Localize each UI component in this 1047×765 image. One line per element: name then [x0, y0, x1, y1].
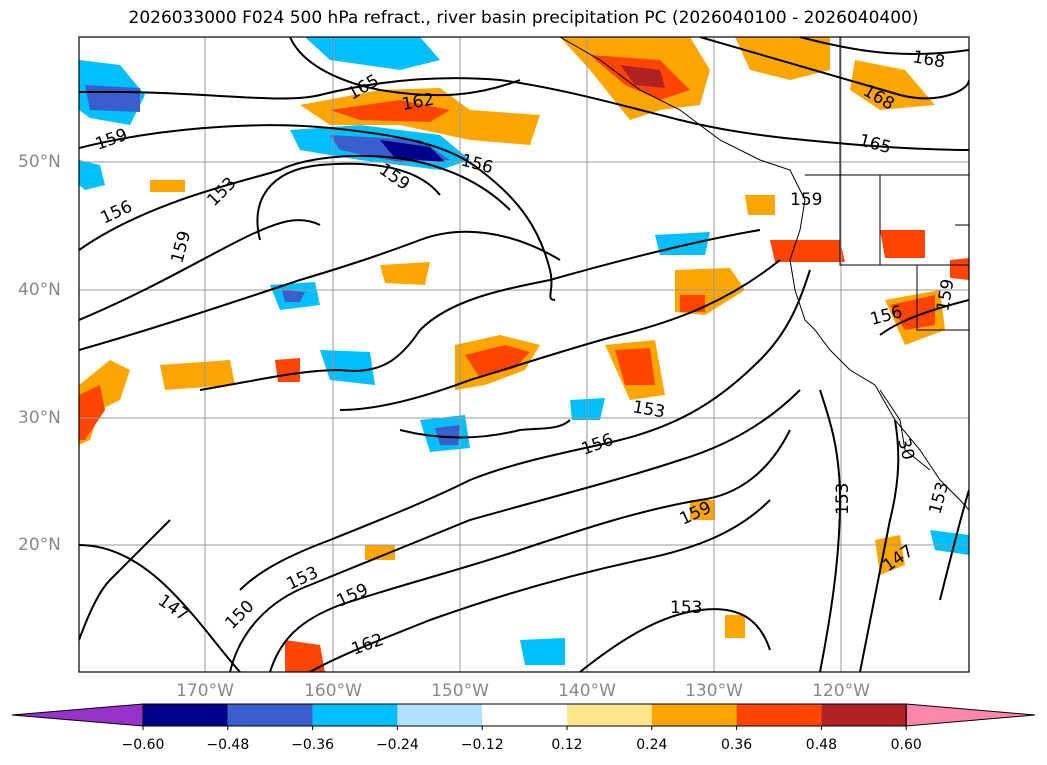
gridlines [79, 37, 969, 672]
colorbar-segment [312, 704, 398, 726]
lon-label-140w: 140°W [558, 681, 616, 701]
lat-label-40n: 40°N [18, 280, 61, 300]
colorbar-tick-label: −0.60 [121, 737, 165, 753]
lon-label-150w: 150°W [431, 681, 489, 701]
colorbar-segment [567, 704, 652, 726]
colorbar-segment [482, 704, 567, 726]
colorbar-tick-label: 0.12 [551, 737, 583, 753]
contour-lines [79, 37, 969, 672]
map-title: 2026033000 F024 500 hPa refract., river … [128, 8, 919, 28]
colorbar-segment [397, 704, 483, 726]
colorbar-tick-label: 0.48 [805, 737, 837, 753]
colorbar-tick-label: 0.36 [721, 737, 753, 753]
lon-label-160w: 160°W [304, 681, 362, 701]
contour-label: 153 [670, 598, 702, 618]
colorbar-tick-label: −0.36 [291, 737, 335, 753]
lat-label-30n: 30°N [18, 408, 61, 428]
lat-label-50n: 50°N [18, 152, 61, 172]
colorbar-tick-label: 0.60 [890, 737, 922, 753]
colorbar-segment [821, 704, 907, 726]
lon-label-130w: 130°W [685, 681, 743, 701]
colorbar-tick-label: −0.48 [206, 737, 250, 753]
colorbar-tick-label: −0.24 [375, 737, 419, 753]
colorbar-segment [143, 704, 228, 726]
colorbar-segment [651, 704, 737, 726]
colorbar-tick-label: −0.12 [460, 737, 504, 753]
plot-frame [78, 36, 970, 673]
precipitation-fill [79, 37, 969, 672]
colorbar-extend-high [905, 703, 1036, 727]
colorbar-tick-label: 0.24 [636, 737, 668, 753]
colorbar-segment [227, 704, 313, 726]
colorbar-segment [736, 704, 822, 726]
colorbar-extend-low [11, 703, 144, 727]
contour-label: 153 [833, 483, 853, 515]
coastlines [559, 37, 969, 511]
lat-label-20n: 20°N [18, 535, 61, 555]
lon-label-170w: 170°W [176, 681, 234, 701]
colorbar [11, 703, 1036, 730]
contour-label: 159 [790, 190, 822, 210]
colorbar-frame [142, 703, 907, 727]
lon-label-120w: 120°W [812, 681, 870, 701]
